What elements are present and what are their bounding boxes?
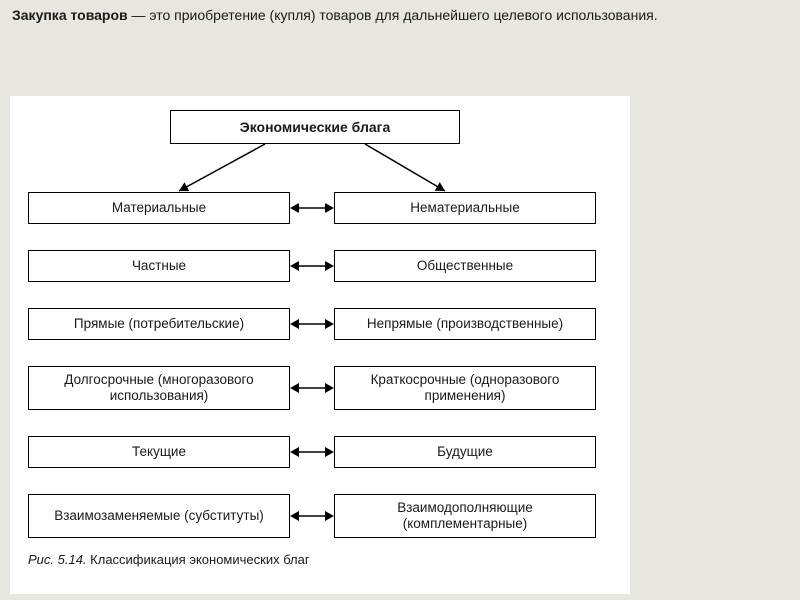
pair-cell-left: Текущие	[28, 436, 290, 468]
double-arrow-icon	[290, 381, 334, 395]
pair-row: Частные Общественные	[28, 250, 596, 282]
figure-caption-label: Рис. 5.14.	[28, 552, 87, 567]
definition-term: Закупка товаров	[12, 7, 128, 23]
pair-cell-right: Краткосрочные (одноразового применения)	[334, 366, 596, 410]
definition-rest: — это приобретение (купля) товаров для д…	[128, 7, 658, 23]
figure-caption: Рис. 5.14. Классификация экономических б…	[28, 552, 310, 567]
root-node-label: Экономические блага	[240, 119, 391, 135]
pair-arrow	[290, 192, 334, 224]
diagram-panel: Экономические блага Материальные Нематери…	[10, 96, 630, 594]
definition-text: Закупка товаров — это приобретение (купл…	[0, 0, 800, 29]
pair-cell-left: Прямые (потребительские)	[28, 308, 290, 340]
pair-cell-right: Нематериальные	[334, 192, 596, 224]
double-arrow-icon	[290, 317, 334, 331]
figure-caption-text: Классификация экономических благ	[87, 552, 310, 567]
pair-row: Текущие Будущие	[28, 436, 596, 468]
pair-cell-right: Взаимодополняющие (комплементарные)	[334, 494, 596, 538]
double-arrow-icon	[290, 259, 334, 273]
pair-cell-right: Общественные	[334, 250, 596, 282]
pair-arrow	[290, 308, 334, 340]
root-node: Экономические блага	[170, 110, 460, 144]
pair-cell-right: Будущие	[334, 436, 596, 468]
double-arrow-icon	[290, 201, 334, 215]
pair-row: Материальные Нематериальные	[28, 192, 596, 224]
double-arrow-icon	[290, 445, 334, 459]
pair-arrow	[290, 250, 334, 282]
pair-row: Взаимозаменяемые (субституты) Взаимодопол…	[28, 494, 596, 538]
pair-cell-right: Непрямые (производственные)	[334, 308, 596, 340]
pair-arrow	[290, 436, 334, 468]
pair-row: Прямые (потребительские) Непрямые (произв…	[28, 308, 596, 340]
pair-row: Долгосрочные (многоразового использовани…	[28, 366, 596, 410]
double-arrow-icon	[290, 509, 334, 523]
pair-arrow	[290, 366, 334, 410]
pair-cell-left: Взаимозаменяемые (субституты)	[28, 494, 290, 538]
pair-cell-left: Долгосрочные (многоразового использовани…	[28, 366, 290, 410]
pair-cell-left: Материальные	[28, 192, 290, 224]
pair-arrow	[290, 494, 334, 538]
pair-cell-left: Частные	[28, 250, 290, 282]
